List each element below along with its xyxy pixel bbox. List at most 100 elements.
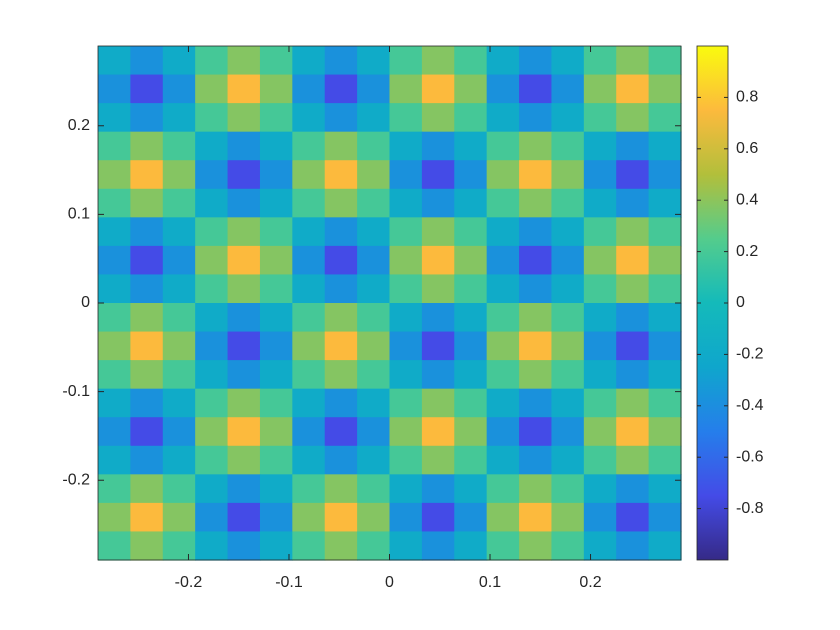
heatmap-cell (486, 474, 520, 504)
heatmap-cell (519, 502, 553, 533)
heatmap-cell (162, 531, 196, 561)
x-tick-label: 0.1 (479, 574, 501, 591)
heatmap-cell (616, 46, 650, 76)
heatmap-cell (583, 245, 617, 276)
heatmap-cell (195, 274, 229, 304)
heatmap-cell (227, 188, 261, 218)
heatmap-cell (648, 360, 682, 390)
heatmap-cell (98, 445, 131, 475)
heatmap-cell (616, 217, 650, 247)
heatmap-cell (259, 188, 293, 218)
heatmap-cell (616, 74, 650, 104)
heatmap-cell (421, 217, 455, 247)
heatmap-cell (486, 160, 520, 190)
heatmap-cell (357, 245, 391, 276)
heatmap-cell (389, 388, 423, 418)
heatmap-cell (616, 303, 650, 333)
heatmap-cell (519, 474, 553, 504)
x-tick-label: 0 (385, 574, 394, 591)
heatmap-cell (324, 417, 358, 447)
heatmap-cell (454, 131, 488, 161)
heatmap-cell (324, 531, 358, 561)
heatmap-cell (195, 331, 229, 361)
heatmap-cell (454, 103, 488, 133)
heatmap-cell (98, 160, 131, 190)
heatmap-cell (583, 474, 617, 504)
heatmap-cell (616, 360, 650, 390)
heatmap-cell (551, 303, 585, 333)
heatmap-cell (162, 131, 196, 161)
heatmap-cell (421, 502, 455, 533)
heatmap-cell (583, 274, 617, 304)
y-tick-label: 0 (81, 294, 90, 311)
heatmap-cell (162, 417, 196, 447)
heatmap-cell (583, 445, 617, 475)
heatmap-cell (195, 474, 229, 504)
heatmap-cell (357, 502, 391, 533)
heatmap-cell (583, 188, 617, 218)
heatmap-cell (162, 502, 196, 533)
heatmap-cell (162, 160, 196, 190)
heatmap-cell (324, 46, 358, 76)
heatmap-cell (519, 245, 553, 276)
colorbar-tick-label: -0.8 (736, 500, 764, 517)
heatmap-cell (357, 531, 391, 561)
heatmap-cell (357, 474, 391, 504)
heatmap-cell (259, 360, 293, 390)
heatmap-cell (357, 274, 391, 304)
heatmap-cell (551, 531, 585, 561)
y-tick-label: -0.1 (62, 383, 90, 400)
heatmap-cell (486, 445, 520, 475)
heatmap-cell (551, 502, 585, 533)
heatmap-cell (389, 331, 423, 361)
heatmap-cell (616, 502, 650, 533)
heatmap-cell (421, 160, 455, 190)
heatmap-cell (227, 331, 261, 361)
heatmap-cell (130, 417, 164, 447)
heatmap-cell (324, 274, 358, 304)
heatmap-cell (227, 388, 261, 418)
heatmap-cell (162, 388, 196, 418)
heatmap-cell (583, 303, 617, 333)
heatmap-cell (519, 331, 553, 361)
colorbar-tick-label: 0.8 (736, 89, 758, 106)
heatmap-cell (648, 474, 682, 504)
heatmap-cell (421, 417, 455, 447)
heatmap-cell (324, 74, 358, 104)
heatmap-cell (616, 388, 650, 418)
heatmap-cell (454, 303, 488, 333)
heatmap-cell (551, 417, 585, 447)
heatmap-cell (421, 74, 455, 104)
heatmap-cell (421, 360, 455, 390)
heatmap-cell (616, 160, 650, 190)
heatmap-cell (130, 445, 164, 475)
heatmap-cell (389, 531, 423, 561)
heatmap-cell (486, 531, 520, 561)
heatmap-cell (648, 46, 682, 76)
heatmap-cell (162, 274, 196, 304)
x-tick-label: 0.2 (579, 574, 601, 591)
heatmap-cell (648, 502, 682, 533)
heatmap-cell (130, 74, 164, 104)
heatmap-cell (454, 331, 488, 361)
heatmap-cell (324, 188, 358, 218)
heatmap-cell (551, 217, 585, 247)
heatmap-cell (583, 217, 617, 247)
heatmap-cell (324, 445, 358, 475)
heatmap-cell (357, 160, 391, 190)
heatmap-cell (162, 303, 196, 333)
heatmap-cell (259, 245, 293, 276)
heatmap-cell (227, 217, 261, 247)
heatmap-cell (389, 188, 423, 218)
heatmap-cell (551, 160, 585, 190)
heatmap-cell (421, 474, 455, 504)
y-tick-label: 0.2 (68, 117, 90, 134)
heatmap-cell (357, 445, 391, 475)
heatmap-cell (648, 131, 682, 161)
heatmap-cell (486, 417, 520, 447)
heatmap-cell (292, 331, 326, 361)
heatmap-cell (616, 274, 650, 304)
heatmap-cell (292, 274, 326, 304)
x-tick-label: -0.2 (175, 574, 203, 591)
y-tick-label: -0.2 (62, 471, 90, 488)
